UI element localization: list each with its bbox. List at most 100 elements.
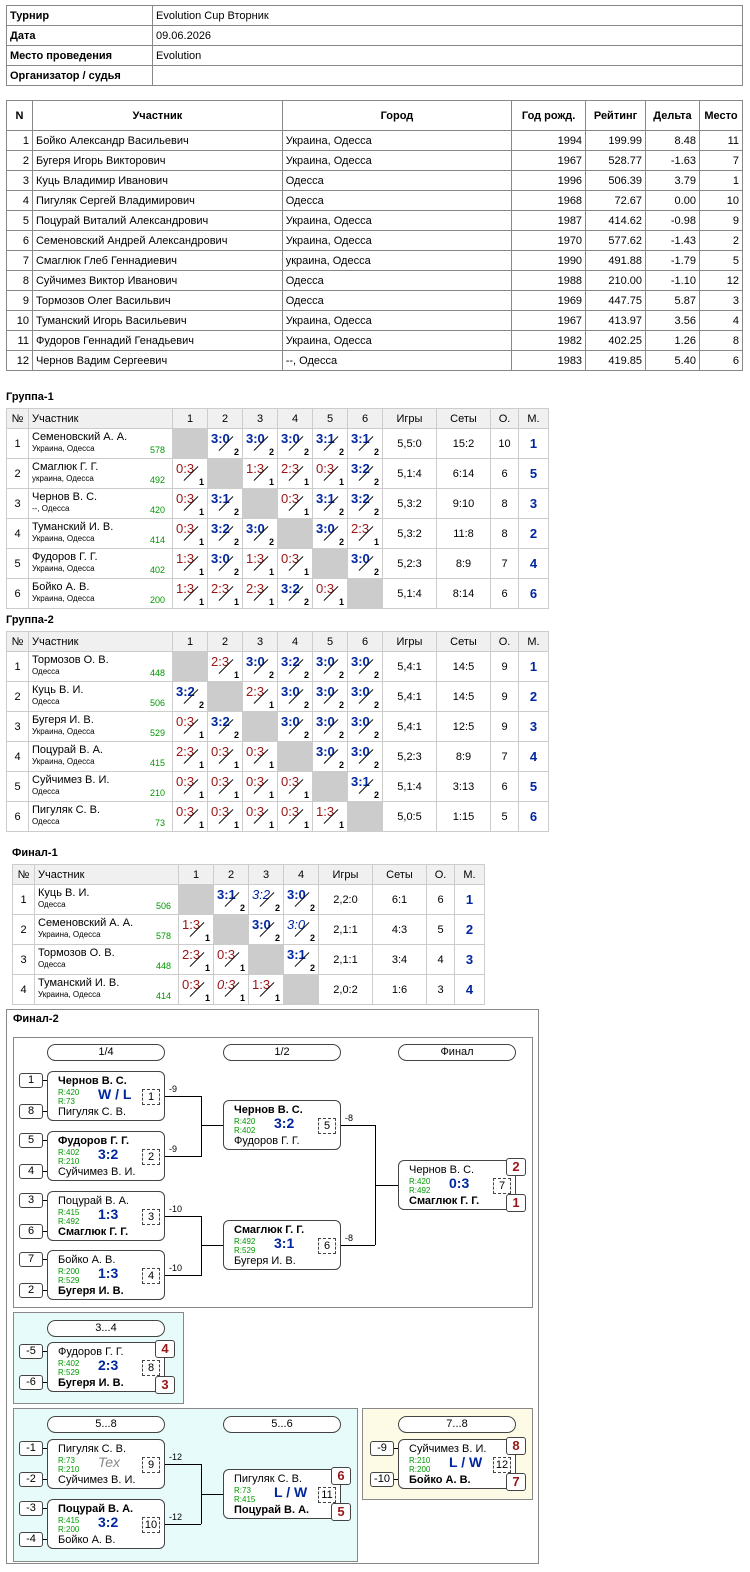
match-cell[interactable]: 3:2 2 xyxy=(277,578,313,609)
row-number: 1 xyxy=(12,884,35,915)
match-cell[interactable]: 3:0 2 xyxy=(347,711,383,742)
match-cell[interactable]: 0:3 1 xyxy=(312,458,348,489)
match-box[interactable]: Чернов В. С. R:420 R:402 3:2 5 Фудоров Г. Г. xyxy=(223,1100,341,1150)
match-box[interactable]: Поцурай В. А. R:415 R:200 3:2 10 Бойко А. В. xyxy=(47,1499,165,1549)
match-cell[interactable]: 3:0 2 xyxy=(207,548,243,579)
player-city: Украина, Одесса xyxy=(32,727,95,736)
match-cell[interactable]: 3:0 2 xyxy=(207,428,243,459)
match-cell[interactable]: 0:3 1 xyxy=(277,548,313,579)
column-header[interactable]: Дельта xyxy=(645,100,700,131)
match-cell[interactable]: 0:3 1 xyxy=(207,771,243,802)
match-cell[interactable]: 3:0 2 xyxy=(312,681,348,712)
match-box[interactable]: Бойко А. В. R:200 R:529 1:3 4 Бугеря И. В. xyxy=(47,1250,165,1300)
column-header[interactable]: N xyxy=(6,100,33,131)
match-cell[interactable]: 3:2 2 xyxy=(347,488,383,519)
match-cell[interactable]: 3:0 2 xyxy=(277,711,313,742)
match-cell[interactable]: 3:0 2 xyxy=(283,914,319,945)
column-header: 4 xyxy=(283,864,319,885)
match-cell[interactable]: 0:3 1 xyxy=(277,488,313,519)
match-cell[interactable]: 0:3 1 xyxy=(213,944,249,975)
match-box[interactable]: Чернов В. С. R:420 R:73 W / L 1 Пигуляк С. В. xyxy=(47,1071,165,1121)
match-cell[interactable]: 2:3 1 xyxy=(207,651,243,682)
match-cell[interactable]: 3:2 2 xyxy=(277,651,313,682)
match-cell[interactable]: 3:0 2 xyxy=(277,428,313,459)
match-cell[interactable]: 2:3 1 xyxy=(242,681,278,712)
match-cell[interactable]: 1:3 1 xyxy=(172,548,208,579)
column-header[interactable]: Место xyxy=(698,100,744,131)
match-cell[interactable]: 2:3 1 xyxy=(242,578,278,609)
match-box[interactable]: Фудоров Г. Г. R:402 R:210 3:2 2 Суйчимез В. И… xyxy=(47,1131,165,1181)
match-cell[interactable]: 0:3 1 xyxy=(242,771,278,802)
match-cell[interactable]: 0:3 1 xyxy=(172,518,208,549)
column-header[interactable]: Рейтинг xyxy=(585,100,647,131)
match-cell[interactable]: 2:3 1 xyxy=(172,741,208,772)
match-cell[interactable]: 0:3 1 xyxy=(172,488,208,519)
match-box[interactable]: Поцурай В. А. R:415 R:492 1:3 3 Смаглюк Г. Г. xyxy=(47,1191,165,1241)
points-cell: 6 xyxy=(426,884,455,915)
match-cell[interactable]: 3:1 2 xyxy=(347,428,383,459)
place-cell: 4 xyxy=(518,741,549,772)
match-cell[interactable]: 3:0 2 xyxy=(312,741,348,772)
match-cell[interactable]: 3:2 2 xyxy=(207,518,243,549)
match-cell[interactable]: 3:0 2 xyxy=(312,711,348,742)
match-cell[interactable]: 0:3 1 xyxy=(172,458,208,489)
column-header[interactable]: Участник xyxy=(31,100,283,131)
match-box[interactable]: Суйчимез В. И. R:210 R:200 L / W 12 Бойко А. … xyxy=(398,1439,516,1489)
match-cell[interactable]: 3:1 2 xyxy=(207,488,243,519)
match-box[interactable]: Пигуляк С. В. R:73 R:210 Tex 9 Суйчимез В. И. xyxy=(47,1439,165,1489)
place-cell: 4 xyxy=(518,548,549,579)
match-cell[interactable]: 3:1 2 xyxy=(312,488,348,519)
match-cell[interactable]: 2:3 1 xyxy=(178,944,214,975)
match-cell[interactable]: 3:2 2 xyxy=(207,711,243,742)
match-cell[interactable]: 1:3 1 xyxy=(312,801,348,832)
match-cell[interactable]: 0:3 1 xyxy=(172,711,208,742)
match-cell[interactable]: 3:0 2 xyxy=(347,651,383,682)
match-cell[interactable]: 0:3 1 xyxy=(312,578,348,609)
match-cell[interactable]: 3:0 2 xyxy=(312,518,348,549)
match-box[interactable]: Смаглюк Г. Г. R:492 R:529 3:1 6 Бугеря И. В. xyxy=(223,1220,341,1270)
match-cell[interactable]: 0:3 1 xyxy=(277,801,313,832)
match-score: L / W xyxy=(274,1484,308,1500)
match-cell[interactable]: 2:3 1 xyxy=(277,458,313,489)
match-box[interactable]: Фудоров Г. Г. R:402 R:529 2:3 8 Бугеря И. В. xyxy=(47,1342,165,1392)
info-key: Организатор / судья xyxy=(6,65,153,86)
loser-destination: -10 xyxy=(169,1204,183,1214)
match-cell[interactable]: 1:3 1 xyxy=(178,914,214,945)
match-box[interactable]: Пигуляк С. В. R:73 R:415 L / W 11 Поцурай В. … xyxy=(223,1469,341,1519)
match-cell[interactable]: 0:3 1 xyxy=(277,771,313,802)
match-cell[interactable]: 3:1 2 xyxy=(312,428,348,459)
match-cell[interactable]: 3:2 2 xyxy=(347,458,383,489)
match-cell[interactable]: 1:3 1 xyxy=(248,974,284,1005)
match-cell[interactable]: 1:3 1 xyxy=(172,578,208,609)
match-cell[interactable]: 0:3 1 xyxy=(172,771,208,802)
match-cell[interactable]: 3:1 2 xyxy=(347,771,383,802)
match-cell[interactable]: 3:0 2 xyxy=(312,651,348,682)
match-cell[interactable]: 2:3 1 xyxy=(207,578,243,609)
match-box[interactable]: Чернов В. С. R:420 R:492 0:3 7 Смаглюк Г. Г. xyxy=(398,1160,516,1210)
match-cell[interactable]: 0:3 1 xyxy=(207,801,243,832)
match-cell[interactable]: 0:3 1 xyxy=(213,974,249,1005)
match-cell[interactable]: 3:0 2 xyxy=(242,518,278,549)
match-cell[interactable]: 2:3 1 xyxy=(347,518,383,549)
match-cell[interactable]: 3:0 2 xyxy=(242,651,278,682)
column-header[interactable]: Год рожд. xyxy=(511,100,587,131)
match-cell[interactable]: 3:0 2 xyxy=(347,681,383,712)
match-cell[interactable]: 3:0 2 xyxy=(347,741,383,772)
match-cell[interactable]: 3:0 2 xyxy=(277,681,313,712)
column-header[interactable]: Город xyxy=(281,100,513,131)
match-cell[interactable]: 3:0 2 xyxy=(248,914,284,945)
match-cell[interactable]: 0:3 1 xyxy=(172,801,208,832)
match-cell[interactable]: 3:0 2 xyxy=(283,884,319,915)
match-cell[interactable]: 3:2 2 xyxy=(248,884,284,915)
match-cell[interactable]: 0:3 1 xyxy=(207,741,243,772)
match-cell[interactable]: 0:3 1 xyxy=(242,801,278,832)
match-cell[interactable]: 0:3 1 xyxy=(242,741,278,772)
match-cell[interactable]: 1:3 1 xyxy=(242,548,278,579)
match-cell[interactable]: 3:0 2 xyxy=(347,548,383,579)
match-cell[interactable]: 3:1 2 xyxy=(213,884,249,915)
match-cell[interactable]: 3:1 2 xyxy=(283,944,319,975)
match-cell[interactable]: 0:3 1 xyxy=(178,974,214,1005)
match-cell[interactable]: 3:0 2 xyxy=(242,428,278,459)
match-cell[interactable]: 1:3 1 xyxy=(242,458,278,489)
match-cell[interactable]: 3:2 2 xyxy=(172,681,208,712)
